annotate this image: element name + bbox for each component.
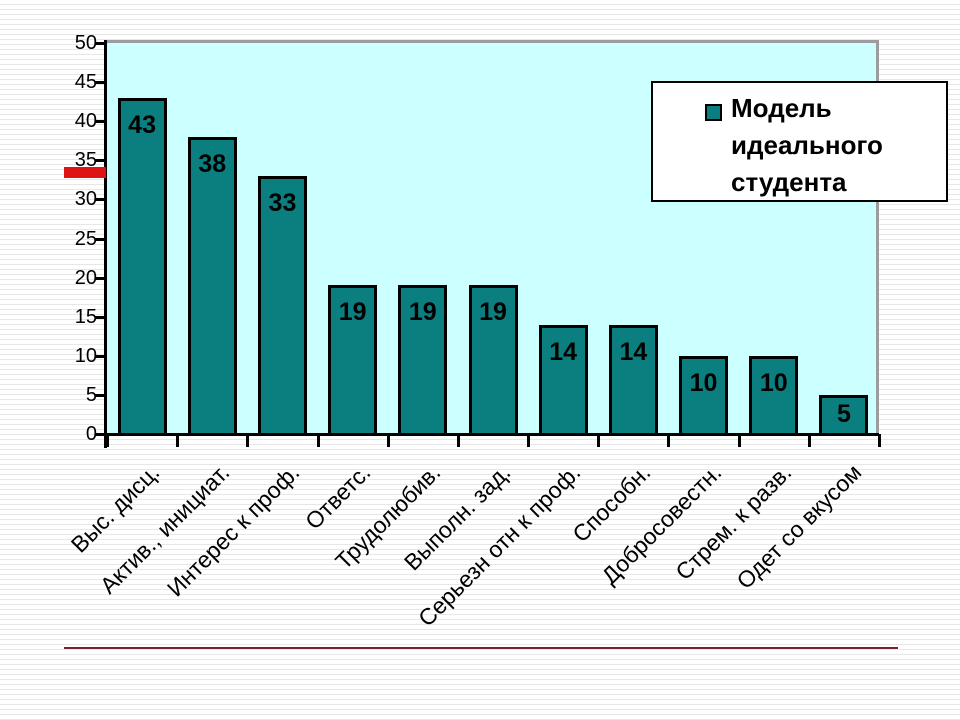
y-axis-tick — [95, 81, 107, 85]
x-axis — [104, 433, 879, 436]
bar-value-label: 10 — [689, 368, 718, 397]
y-axis-tick-label: 20 — [74, 266, 97, 289]
y-axis-tick-label: 50 — [74, 32, 97, 54]
bar-Серьезн отн к проф. — [538, 324, 588, 436]
x-axis-tick — [316, 434, 320, 447]
legend-label: Модель идеального студента — [731, 93, 883, 197]
bar-Актив., инициат. — [187, 136, 237, 436]
bar-Стрем. к разв. — [749, 355, 799, 436]
x-axis-tick — [176, 434, 180, 447]
y-axis-tick — [95, 159, 107, 163]
x-axis-tick — [456, 434, 460, 447]
y-axis-tick-label: 25 — [74, 227, 97, 250]
slide-accent-bar — [64, 167, 106, 178]
y-axis-tick — [95, 315, 107, 319]
y-axis-tick-label: 5 — [85, 383, 97, 406]
y-axis-tick — [95, 42, 107, 45]
y-axis-tick-label: 40 — [74, 110, 97, 133]
y-axis-tick-label: 35 — [74, 149, 97, 172]
y-axis-tick-label: 0 — [85, 423, 97, 445]
y-axis-tick — [95, 354, 107, 358]
bar-Трудолюбив. — [398, 285, 448, 436]
bar-value-label: 5 — [836, 400, 851, 429]
bar-value-label: 14 — [549, 337, 578, 366]
x-axis-tick — [106, 434, 109, 447]
x-axis-tick — [527, 434, 531, 447]
bar-value-label: 33 — [268, 188, 297, 217]
bar-Интерес к проф. — [257, 175, 307, 436]
x-axis-tick — [667, 434, 671, 447]
x-axis-tick — [737, 434, 741, 447]
y-axis-tick — [95, 120, 107, 124]
bar-value-label: 19 — [408, 298, 437, 327]
bar-Способн. — [608, 324, 658, 436]
bar-value-label: 10 — [759, 368, 788, 397]
y-axis-tick-label: 10 — [74, 344, 97, 367]
bar-value-label: 43 — [128, 110, 156, 139]
legend: Модель идеального студента — [651, 81, 948, 202]
bar-value-label: 19 — [338, 298, 367, 327]
bar-value-label: 38 — [198, 149, 227, 178]
y-axis-tick — [95, 198, 107, 202]
bar-Выполн. зад. — [468, 285, 518, 436]
y-axis — [104, 40, 107, 448]
x-axis-tick — [597, 434, 601, 447]
y-axis-tick-label: 45 — [74, 71, 97, 94]
y-axis-tick — [95, 237, 107, 241]
legend-marker-icon — [705, 104, 722, 121]
y-axis-tick — [95, 276, 107, 280]
bar-Выс. дисц. — [117, 97, 167, 436]
x-axis-category-label: Одет со вкусом — [731, 459, 867, 594]
x-axis-tick — [386, 434, 390, 447]
y-axis-tick — [95, 433, 107, 436]
y-axis-tick-label: 30 — [74, 188, 97, 211]
x-axis-tick — [807, 434, 811, 447]
x-axis-category-label: Интерес к проф. — [162, 459, 305, 602]
bar-value-label: 14 — [619, 337, 648, 366]
divider-line — [64, 647, 898, 649]
y-axis-tick-label: 15 — [74, 305, 97, 328]
bar-value-label: 19 — [479, 298, 507, 327]
x-axis-tick — [878, 434, 881, 447]
y-axis-tick — [95, 393, 107, 397]
x-axis-tick — [246, 434, 250, 447]
